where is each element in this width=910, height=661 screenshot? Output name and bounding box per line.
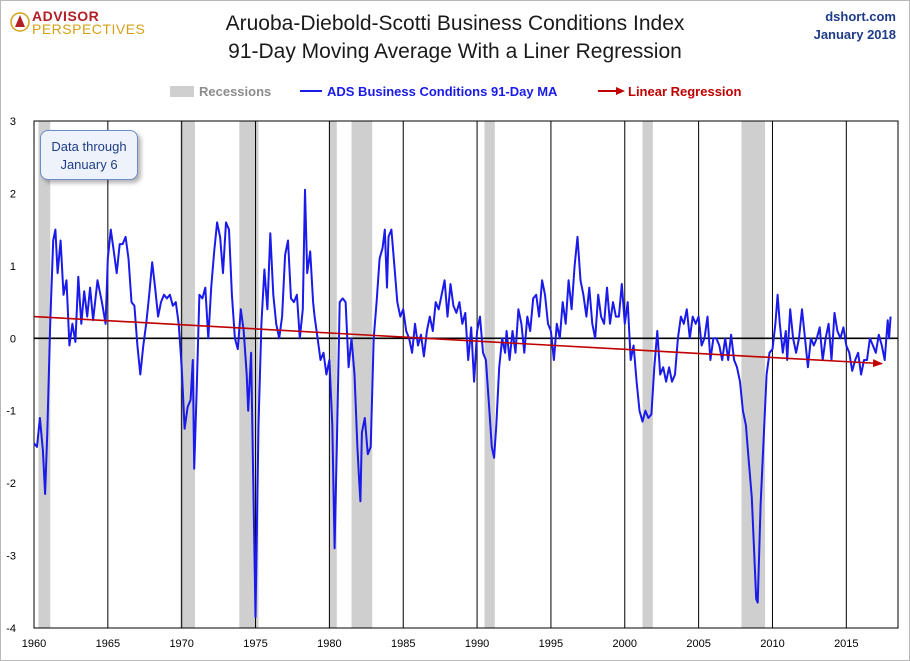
y-tick-label: -4: [6, 623, 16, 635]
x-axis-ticks: 1960 1965 1970 1975 1980 1985 1990 1995 2000 2005…: [22, 638, 859, 650]
legend-label-series: ADS Business Conditions 91-Day MA: [327, 84, 558, 99]
x-tick-label: 1975: [243, 638, 267, 650]
recession-band: [741, 121, 766, 628]
linear-regression-line: [33, 315, 883, 368]
x-tick-label: 1965: [96, 638, 120, 650]
chart-title: Aruoba-Diebold-Scotti Business Condition…: [0, 10, 910, 66]
y-tick-label: 2: [10, 188, 16, 200]
plot-area: [33, 120, 899, 629]
recession-swatch-icon: [170, 86, 194, 97]
vertical-gridlines: [107, 121, 847, 628]
x-tick-label: 1970: [169, 638, 193, 650]
title-line-1: Aruoba-Diebold-Scotti Business Condition…: [225, 12, 685, 35]
x-tick-label: 1985: [391, 638, 415, 650]
recession-band: [329, 121, 337, 628]
y-tick-label: -1: [6, 406, 16, 418]
logo-text-top: ADVISOR: [32, 8, 100, 24]
recession-band: [642, 121, 653, 628]
x-tick-label: 1980: [317, 638, 341, 650]
source-site: dshort.com: [825, 9, 896, 24]
y-tick-label: 1: [10, 261, 16, 273]
x-tick-label: 1995: [539, 638, 563, 650]
legend-item-recessions: Recessions: [170, 84, 271, 99]
x-tick-label: 2000: [613, 638, 637, 650]
legend-label-regression: Linear Regression: [628, 84, 742, 99]
recession-band: [38, 121, 51, 628]
y-tick-label: 3: [10, 116, 16, 128]
recession-band: [484, 121, 495, 628]
data-through-note: Data through January 6: [40, 130, 138, 180]
recession-band: [351, 121, 373, 628]
x-tick-label: 2005: [686, 638, 710, 650]
legend-item-series: ADS Business Conditions 91-Day MA: [300, 84, 557, 99]
x-tick-label: 2010: [760, 638, 784, 650]
x-tick-label: 1960: [22, 638, 46, 650]
logo-text-bottom: PERSPECTIVES: [32, 21, 146, 37]
regression-arrow-icon: [598, 84, 626, 95]
legend-label-recessions: Recessions: [199, 84, 272, 99]
y-axis-ticks: -4 -3 -2 -1 0 1 2 3: [6, 116, 16, 635]
source-info: dshort.com January 2018: [814, 8, 896, 44]
ads-series-line: [33, 188, 892, 619]
legend-item-regression: Linear Regression: [598, 84, 741, 99]
y-tick-label: -3: [6, 551, 16, 563]
source-date: January 2018: [813, 27, 896, 42]
y-tick-label: -2: [6, 478, 16, 490]
logo-shield-icon: [10, 12, 30, 32]
x-tick-label: 1990: [465, 638, 489, 650]
recession-bands: [38, 121, 766, 628]
y-tick-label: 0: [10, 333, 16, 345]
recession-band: [180, 121, 195, 628]
note-line-2: January 6: [60, 157, 118, 172]
x-tick-label: 2015: [834, 638, 858, 650]
series-swatch-icon: [300, 90, 322, 92]
legend: Recessions ADS Business Conditions 91-Da…: [0, 82, 910, 102]
title-line-2: 91-Day Moving Average With a Liner Regre…: [228, 40, 682, 63]
note-line-1: Data through: [51, 139, 127, 154]
